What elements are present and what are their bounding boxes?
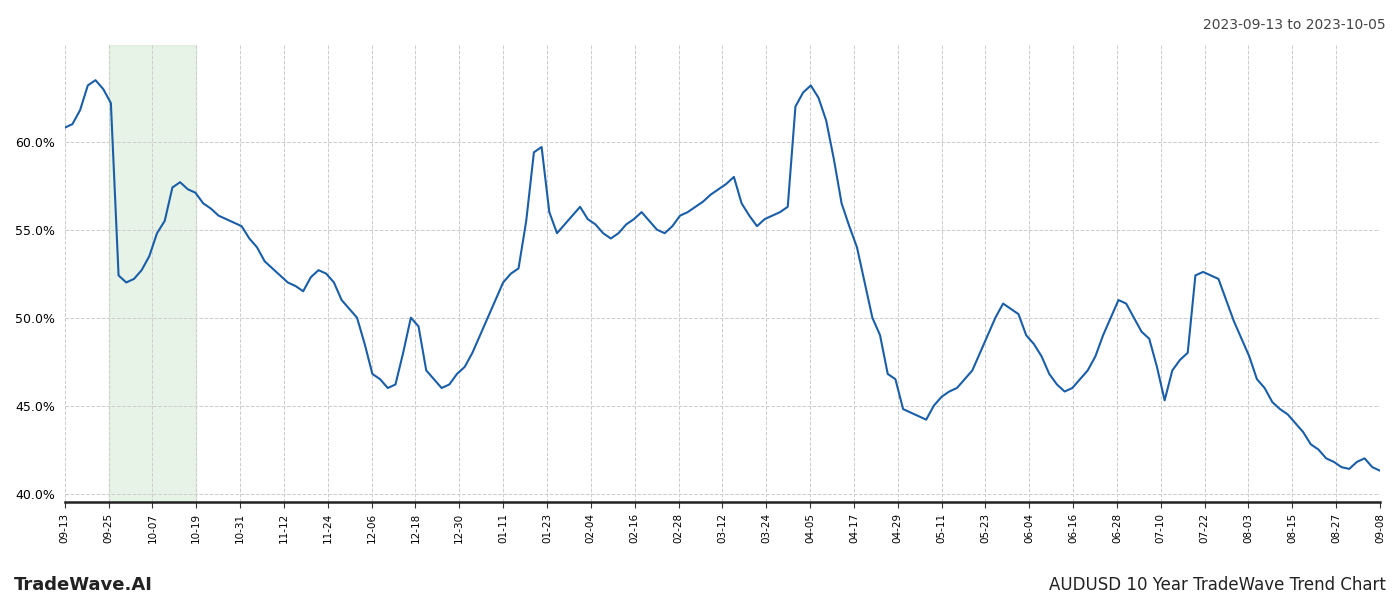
- Text: TradeWave.AI: TradeWave.AI: [14, 576, 153, 594]
- Text: 2023-09-13 to 2023-10-05: 2023-09-13 to 2023-10-05: [1204, 18, 1386, 32]
- Bar: [109, 45, 196, 502]
- Text: AUDUSD 10 Year TradeWave Trend Chart: AUDUSD 10 Year TradeWave Trend Chart: [1049, 576, 1386, 594]
